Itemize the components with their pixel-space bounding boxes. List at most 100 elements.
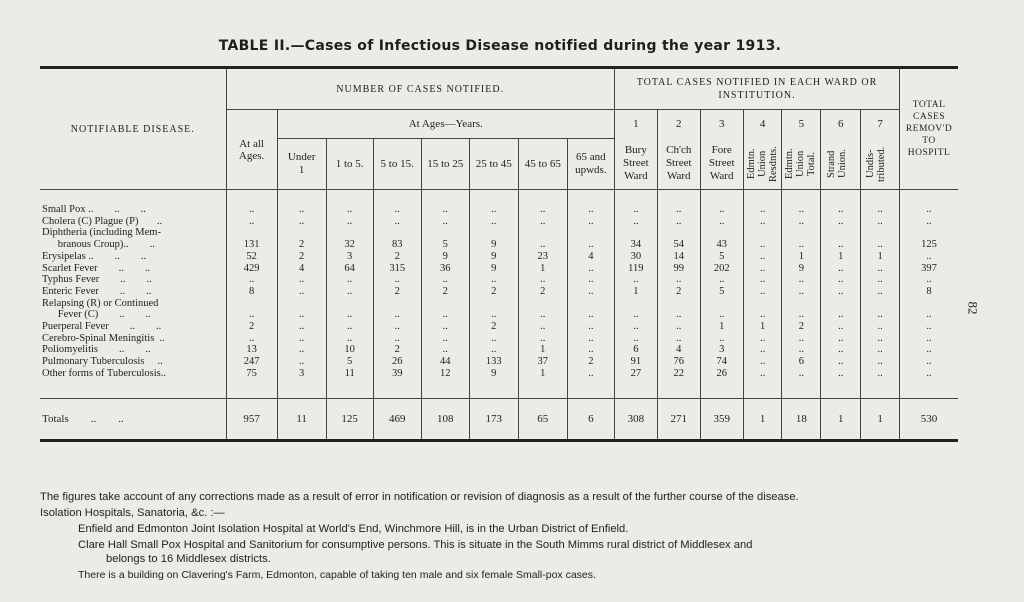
header-ward-undistributed: Undis-tributed. — [865, 146, 888, 182]
table-cell: 315 — [372, 262, 422, 275]
table-cell: .. — [820, 344, 861, 357]
header-age-15-to-25: 15 to 25 — [420, 138, 470, 190]
header-removed-to-hospital: Total Cases Remov'd to Hospitl — [899, 67, 958, 190]
table-cell: 1 — [517, 344, 568, 357]
disease-name: Puerperal Fever .. .. — [42, 321, 162, 333]
table-cell: .. — [325, 321, 374, 333]
table-cell: 9 — [468, 262, 519, 275]
table-cell: .. — [566, 344, 615, 357]
separator-row — [40, 379, 958, 399]
total-cell: 11 — [276, 397, 327, 441]
table-cell: 202 — [699, 262, 744, 275]
table-cell: .. — [517, 309, 568, 322]
spacer-row — [40, 189, 958, 204]
total-cell: 6 — [566, 397, 615, 441]
table-cell: .. — [276, 344, 327, 357]
infectious-disease-table: Notifiable Disease. Number of Cases Noti… — [40, 66, 958, 442]
table-cell: 91 — [613, 356, 658, 368]
table-cell: 11 — [325, 367, 374, 380]
disease-name: Poliomyelitis .. .. — [42, 344, 151, 356]
table-cell: .. — [566, 215, 615, 228]
separator-cell — [656, 379, 701, 399]
table-row: Relapsing (R) or Continued — [40, 297, 958, 310]
header-age-under-1: Under 1 — [276, 138, 327, 190]
table-cell: 119 — [613, 262, 658, 275]
table-cell: 8 — [225, 285, 278, 298]
table-cell: .. — [656, 274, 701, 286]
header-ward-number-6: 6 — [820, 109, 861, 139]
table-cell: .. — [742, 285, 782, 298]
table-cell: .. — [517, 332, 568, 345]
table-cell: .. — [468, 309, 519, 322]
table-cell: .. — [742, 309, 782, 322]
table-cell: .. — [742, 239, 782, 251]
note-enfield-hospital: Enfield and Edmonton Joint Isolation Hos… — [78, 523, 629, 535]
table-cell — [699, 297, 744, 310]
table-cell: .. — [420, 344, 470, 357]
table-cell: 26 — [699, 367, 744, 380]
table-cell: 247 — [225, 356, 278, 368]
table-cell: 3 — [699, 344, 744, 357]
table-cell: .. — [781, 239, 821, 251]
table-row: Pulmonary Tuberculosis .. 247.. 5 26 44 133 37… — [40, 356, 958, 368]
table-cell: .. — [276, 204, 327, 216]
table-cell: .. — [517, 215, 568, 228]
table-cell: .. — [742, 250, 782, 263]
table-cell: 44 — [420, 356, 470, 368]
table-cell: .. — [517, 321, 568, 333]
table-cell: 2 — [781, 321, 821, 333]
table-cell: .. — [656, 321, 701, 333]
table-cell — [325, 227, 374, 240]
table-cell — [742, 227, 782, 240]
table-row: Cerebro-Spinal Meningitis ..............… — [40, 332, 958, 345]
table-cell: .. — [225, 274, 278, 286]
table-cell: 2 — [276, 250, 327, 263]
table-cell — [276, 227, 327, 240]
table-cell: .. — [468, 332, 519, 345]
table-cell: 8 — [899, 285, 958, 298]
table-cell: 13 — [225, 344, 278, 357]
table-cell: 125 — [899, 239, 958, 251]
separator-cell — [517, 379, 568, 399]
table-cell: .. — [566, 309, 615, 322]
table-cell: .. — [742, 356, 782, 368]
table-cell: .. — [325, 309, 374, 322]
table-cell: .. — [566, 262, 615, 275]
table-cell: .. — [613, 309, 658, 322]
table-row: Other forms of Tuberculosis.. 75 3 11 39 12 9 1… — [40, 367, 958, 380]
disease-name: Other forms of Tuberculosis.. — [42, 367, 166, 379]
table-cell: .. — [699, 215, 744, 228]
table-cell: .. — [276, 285, 327, 298]
table-cell: 1 — [781, 250, 821, 263]
table-cell: .. — [420, 274, 470, 286]
table-cell — [225, 297, 278, 310]
table-cell: .. — [820, 356, 861, 368]
separator-cell — [781, 379, 821, 399]
table-cell: 12 — [420, 367, 470, 380]
total-cell: 18 — [781, 397, 821, 441]
table-cell: 99 — [656, 262, 701, 275]
table-cell: .. — [820, 321, 861, 333]
disease-name: Fever (C) .. .. — [42, 309, 151, 321]
table-cell: 9 — [420, 250, 470, 263]
table-cell: .. — [742, 204, 782, 216]
total-cell: 125 — [325, 397, 374, 441]
table-cell: .. — [656, 215, 701, 228]
table-row: Cholera (C) Plague (P) .................… — [40, 215, 958, 228]
table-cell: .. — [899, 204, 958, 216]
table-cell: 3 — [276, 367, 327, 380]
header-ward-undistributed-cell: Undis-tributed. — [860, 138, 900, 190]
totals-label: Totals .. .. — [40, 397, 227, 441]
table-cell: .. — [820, 274, 861, 286]
table-cell — [613, 297, 658, 310]
table-cell: .. — [566, 367, 615, 380]
header-at-all-ages: At all Ages. — [225, 109, 278, 190]
table-cell: 2 — [566, 356, 615, 368]
table-cell: .. — [699, 274, 744, 286]
table-cell: 2 — [276, 239, 327, 251]
table-cell: 14 — [656, 250, 701, 263]
header-ward-number-2: 2 — [656, 109, 701, 139]
table-cell: .. — [613, 204, 658, 216]
table-cell: .. — [566, 204, 615, 216]
table-cell: .. — [820, 367, 861, 380]
